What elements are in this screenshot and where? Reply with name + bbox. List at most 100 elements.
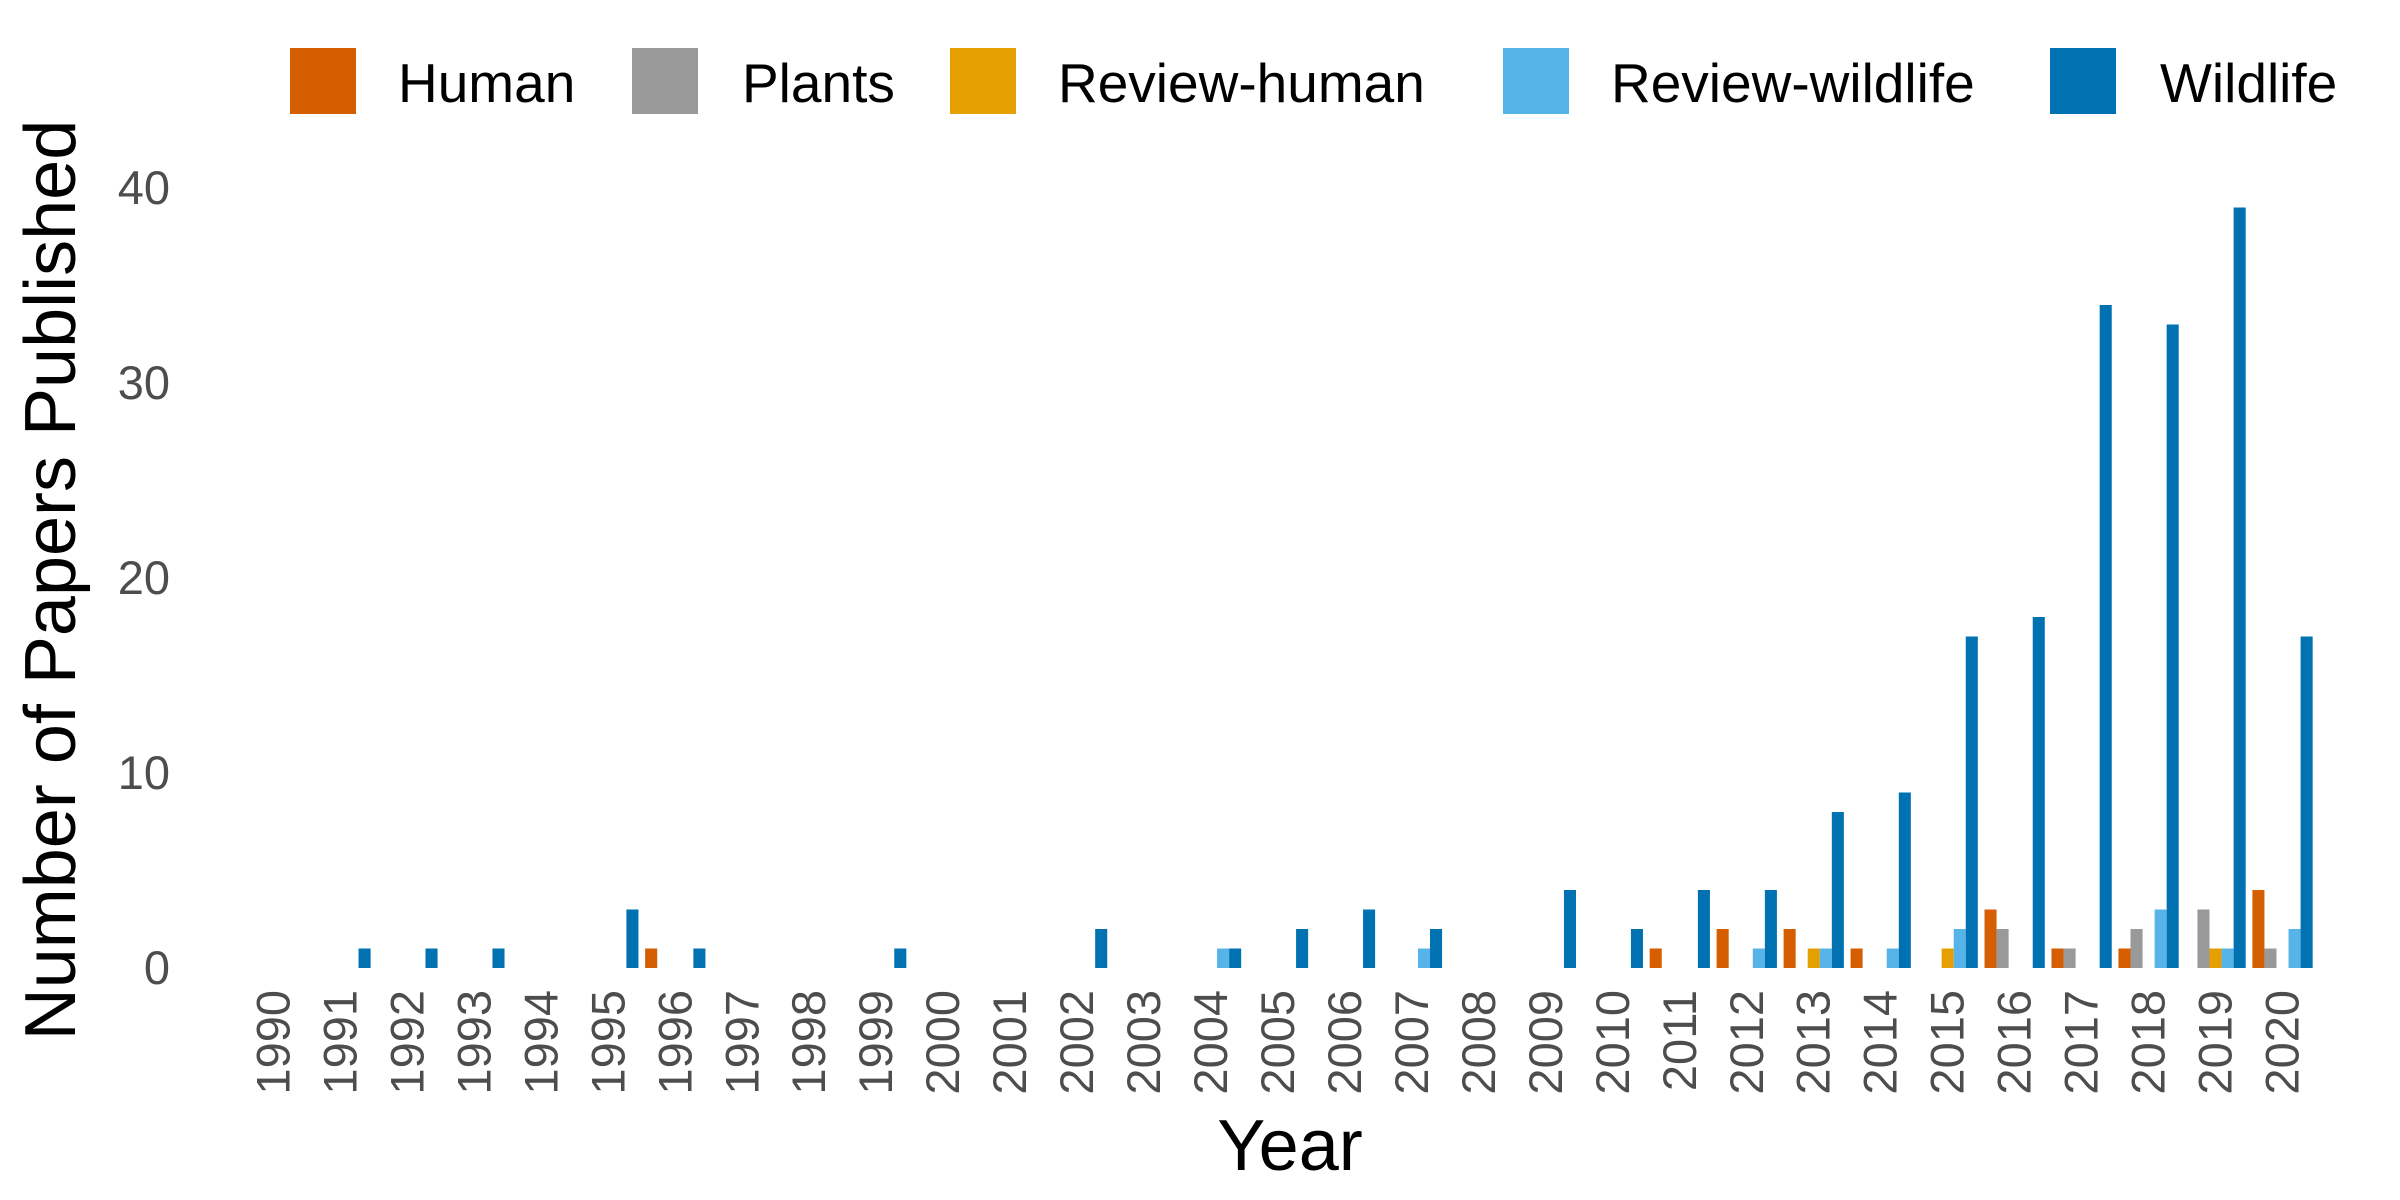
bar-plants-2016: [1996, 929, 2009, 968]
x-tick-label: 2018: [2122, 990, 2175, 1095]
legend-label-wildlife: Wildlife: [2160, 52, 2337, 114]
bar-wildlife-2013: [1831, 812, 1844, 968]
bar-human-1996: [645, 948, 658, 968]
x-tick-label: 2012: [1720, 990, 1773, 1095]
x-tick-label: 2006: [1318, 990, 1371, 1095]
x-tick-label: 2010: [1586, 990, 1639, 1095]
x-tick-label: 1999: [849, 990, 902, 1095]
legend-label-human: Human: [398, 52, 575, 114]
x-axis-title: Year: [1217, 1106, 1362, 1186]
bar-plants-2017: [2063, 948, 2076, 968]
x-tick-label: 2016: [1988, 990, 2041, 1095]
x-tick-label: 1990: [246, 990, 299, 1095]
legend-key-human: [290, 48, 356, 114]
bar-review-wildlife-2014: [1886, 948, 1899, 968]
x-tick-label: 2014: [1854, 990, 1907, 1095]
bar-plants-2019: [2197, 909, 2210, 968]
bar-review-human-2015: [1941, 948, 1954, 968]
bar-review-wildlife-2019: [2221, 948, 2234, 968]
bar-plants-2018: [2130, 929, 2143, 968]
x-tick-label: 1994: [514, 990, 567, 1095]
bar-human-2017: [2051, 948, 2064, 968]
bar-wildlife-2006: [1363, 909, 1376, 968]
bar-wildlife-1993: [492, 948, 505, 968]
x-tick-label: 2020: [2256, 990, 2309, 1095]
bar-wildlife-2015: [1965, 636, 1978, 968]
bar-wildlife-1995: [626, 909, 639, 968]
legend-key-plants: [632, 48, 698, 114]
bar-review-wildlife-2012: [1752, 948, 1765, 968]
y-tick-label: 40: [118, 161, 170, 214]
bar-wildlife-2017: [2099, 305, 2112, 968]
bar-human-2016: [1984, 909, 1997, 968]
bar-wildlife-1991: [358, 948, 371, 968]
legend-key-review-wildlife: [1503, 48, 1569, 114]
legend-key-review-human: [950, 48, 1016, 114]
y-tick-label: 0: [144, 941, 170, 994]
x-tick-label: 2002: [1050, 990, 1103, 1095]
bar-wildlife-2004: [1229, 948, 1242, 968]
x-tick-label: 1996: [648, 990, 701, 1095]
x-tick-label: 1997: [715, 990, 768, 1095]
legend-label-review-wildlife: Review-wildlife: [1611, 52, 1975, 114]
legend: Human Plants Review-human Review-wildlife Wi…: [290, 48, 2337, 114]
x-tick-label: 1998: [782, 990, 835, 1095]
y-axis-title: Number of Papers Published: [11, 120, 91, 1041]
bar-human-2011: [1649, 948, 1662, 968]
bar-wildlife-2011: [1697, 890, 1710, 968]
legend-label-plants: Plants: [742, 52, 895, 114]
bar-wildlife-1992: [425, 948, 438, 968]
y-axis: 0 10 20 30 40: [118, 161, 170, 994]
x-tick-label: 2017: [2055, 990, 2108, 1095]
bar-review-human-2019: [2209, 948, 2222, 968]
bar-review-wildlife-2007: [1417, 948, 1431, 968]
bar-wildlife-2007: [1430, 929, 1443, 968]
bar-wildlife-2020: [2300, 636, 2313, 968]
x-tick-label: 2008: [1452, 990, 1505, 1095]
bar-review-human-2013: [1807, 948, 1820, 968]
bar-review-wildlife-2015: [1953, 929, 1966, 968]
bar-human-2020: [2252, 890, 2265, 968]
x-tick-label: 2009: [1519, 990, 1572, 1095]
bar-wildlife-2010: [1630, 929, 1643, 968]
bar-human-2018: [2118, 948, 2131, 968]
bar-review-wildlife-2020: [2288, 929, 2301, 968]
legend-label-review-human: Review-human: [1058, 52, 1425, 114]
bar-human-2013: [1783, 929, 1796, 968]
bar-wildlife-2018: [2166, 324, 2179, 968]
bar-human-2014: [1850, 948, 1863, 968]
x-tick-label: 2019: [2189, 990, 2242, 1095]
bar-wildlife-2012: [1764, 890, 1777, 968]
bar-wildlife-2016: [2032, 617, 2045, 968]
x-tick-label: 1993: [447, 990, 500, 1095]
bar-review-wildlife-2018: [2154, 909, 2167, 968]
x-tick-label: 2003: [1117, 990, 1170, 1095]
x-tick-label: 2000: [916, 990, 969, 1095]
bar-wildlife-2005: [1296, 929, 1309, 968]
bar-human-2012: [1716, 929, 1729, 968]
y-tick-label: 20: [118, 551, 170, 604]
bar-wildlife-2019: [2233, 207, 2246, 968]
x-tick-label: 1991: [313, 990, 366, 1095]
bar-wildlife-2014: [1898, 792, 1911, 968]
x-axis: 1990 1991 1992 1993 1994 1995 1996 1997 1998 1999…: [246, 990, 2308, 1095]
x-tick-label: 1995: [581, 990, 634, 1095]
bar-wildlife-1996: [693, 948, 706, 968]
x-tick-label: 2011: [1653, 990, 1706, 1091]
y-tick-label: 30: [118, 356, 170, 409]
x-tick-label: 2015: [1921, 990, 1974, 1095]
bar-wildlife-2009: [1563, 890, 1577, 968]
bar-plants-2020: [2264, 948, 2277, 968]
legend-key-wildlife: [2050, 48, 2116, 114]
bars: [358, 207, 2313, 968]
bar-wildlife-1999: [894, 948, 907, 968]
x-tick-label: 2013: [1787, 990, 1840, 1095]
y-tick-label: 10: [118, 746, 170, 799]
x-tick-label: 2001: [983, 990, 1036, 1095]
x-tick-label: 2007: [1385, 990, 1438, 1095]
bar-review-wildlife-2013: [1819, 948, 1832, 968]
bar-wildlife-2002: [1095, 929, 1108, 968]
x-tick-label: 2004: [1184, 990, 1237, 1095]
x-tick-label: 2005: [1251, 990, 1304, 1095]
